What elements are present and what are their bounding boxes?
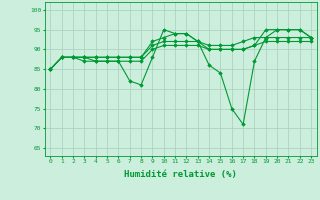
X-axis label: Humidité relative (%): Humidité relative (%)	[124, 170, 237, 179]
